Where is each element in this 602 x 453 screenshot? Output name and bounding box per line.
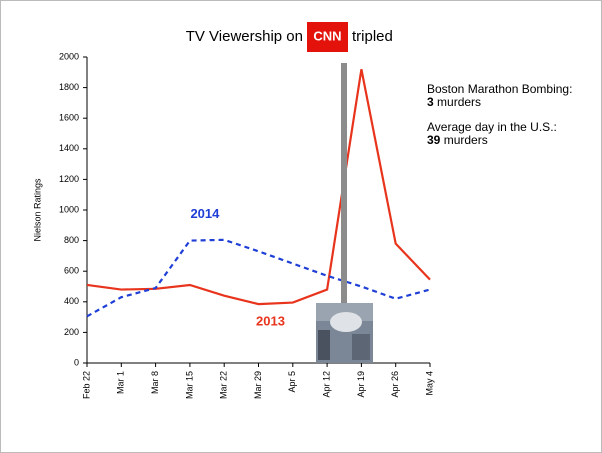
photo-figure — [352, 334, 370, 360]
x-tick-label: Mar 15 — [184, 371, 194, 399]
photo-smoke — [330, 312, 362, 332]
event-marker — [341, 63, 347, 305]
chart-title: TV Viewership on — [186, 28, 303, 45]
x-tick-label: Mar 8 — [150, 371, 160, 394]
y-tick-label: 1000 — [59, 204, 79, 214]
annotation-heading: Boston Marathon Bombing: — [427, 82, 572, 96]
annotation-unit: murders — [437, 95, 481, 109]
photo-figure — [318, 330, 330, 360]
chart-title-end: tripled — [352, 28, 393, 45]
annotation-unit: murders — [444, 133, 488, 147]
x-tick-label: Mar 29 — [253, 371, 263, 399]
x-tick-label: Mar 22 — [219, 371, 229, 399]
x-tick-label: Mar 1 — [116, 371, 126, 394]
y-tick-label: 1400 — [59, 143, 79, 153]
logo-text: CNN — [313, 28, 341, 43]
annotation-line: 39 murders — [427, 133, 488, 147]
series-label: 2013 — [256, 314, 285, 329]
y-tick-label: 2000 — [59, 51, 79, 61]
y-tick-label: 600 — [64, 266, 79, 276]
y-tick-label: 0 — [74, 357, 79, 367]
y-tick-label: 1600 — [59, 113, 79, 123]
x-tick-label: Apr 19 — [356, 371, 366, 398]
y-axis-label: Nielson Ratings — [32, 178, 42, 242]
x-tick-label: May 4 — [424, 371, 434, 396]
series-label: 2014 — [190, 206, 220, 221]
series-line — [86, 69, 431, 306]
annotation-number: 39 — [427, 133, 441, 147]
y-tick-label: 1200 — [59, 174, 79, 184]
annotation-number: 3 — [427, 95, 434, 109]
x-tick-label: Feb 22 — [81, 371, 91, 399]
y-tick-label: 400 — [64, 296, 79, 306]
annotation-heading: Average day in the U.S.: — [427, 120, 557, 134]
photo — [316, 303, 373, 363]
y-tick-label: 1800 — [59, 82, 79, 92]
x-tick-label: Apr 12 — [321, 371, 331, 398]
y-tick-label: 800 — [64, 235, 79, 245]
x-tick-label: Apr 26 — [390, 371, 400, 398]
logo-box — [307, 22, 348, 52]
y-tick-label: 200 — [64, 327, 79, 337]
series-line — [86, 238, 431, 318]
annotation-line: 3 murders — [427, 95, 481, 109]
x-tick-label: Apr 5 — [287, 371, 297, 393]
